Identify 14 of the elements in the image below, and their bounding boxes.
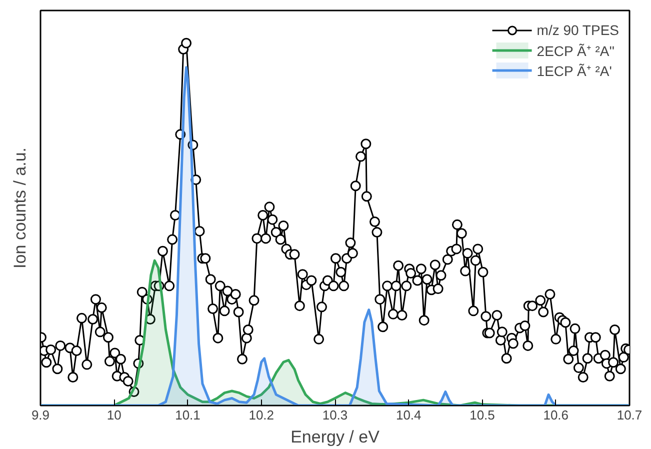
x-tick-label: 9.9 <box>31 408 50 422</box>
legend-label: 2ECP Ã⁺ ²A'' <box>536 42 615 60</box>
legend-label: 1ECP Ã⁺ ²A' <box>536 62 612 80</box>
x-tick-label: 10.2 <box>248 408 274 422</box>
x-tick-label: 10.3 <box>322 408 348 422</box>
x-tick-label: 10.4 <box>396 408 422 422</box>
x-axis-title: Energy / eV <box>290 428 380 446</box>
x-tick-label: 10.5 <box>470 408 495 422</box>
x-tick-label: 10 <box>106 408 122 422</box>
y-axis-title: Ion counts / a.u. <box>10 148 30 268</box>
x-tick-label: 10.6 <box>543 408 569 422</box>
x-tick-label: 10.1 <box>175 408 200 422</box>
x-tick-label: 10.7 <box>616 408 642 422</box>
legend-label: m/z 90 TPES <box>536 22 619 38</box>
